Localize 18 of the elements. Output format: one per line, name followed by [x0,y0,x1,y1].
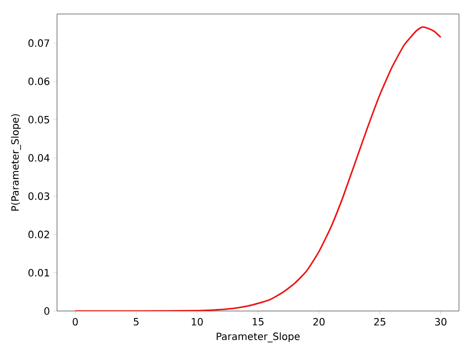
y-tick-label: 0.07 [28,39,50,47]
y-tick-label: 0 [44,307,50,315]
x-tick-label: 10 [192,318,203,326]
y-tick-label: 0.03 [28,192,50,200]
x-axis-title: Parameter_Slope [216,332,300,342]
x-tick-label: 0 [72,318,78,326]
x-tick-label: 30 [435,318,446,326]
x-tick-label: 15 [252,318,264,326]
x-tick-label: 25 [374,318,386,326]
y-tick-label: 0.06 [28,78,50,86]
y-tick-label: 0.05 [28,116,50,124]
y-tick-label: 0.04 [28,154,50,162]
y-axis-title: P(Parameter_Slope) [11,114,21,211]
x-tick-label: 5 [134,318,138,326]
line-series [74,26,442,311]
y-tick-label: 0.02 [28,230,49,238]
x-tick-label: 20 [313,318,325,326]
y-tick-label: 0.01 [28,268,50,276]
